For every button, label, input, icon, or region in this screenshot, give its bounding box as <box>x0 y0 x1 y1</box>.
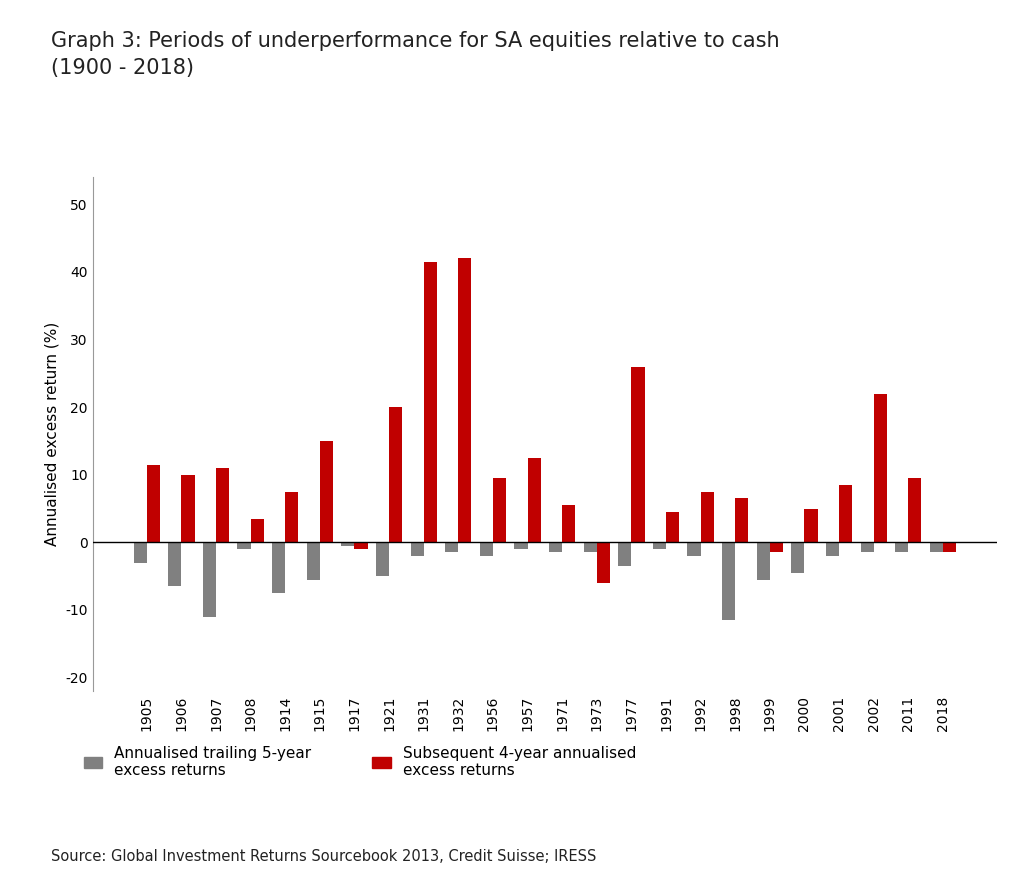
Bar <box>527 458 541 542</box>
Bar <box>584 542 597 553</box>
Bar <box>631 367 645 542</box>
Bar <box>134 542 147 563</box>
Bar <box>237 542 251 549</box>
Text: Source: Global Investment Returns Sourcebook 2013, Credit Suisse; IRESS: Source: Global Investment Returns Source… <box>51 849 597 864</box>
Bar <box>839 485 852 542</box>
Bar <box>285 492 298 542</box>
Bar <box>389 407 402 542</box>
Bar <box>874 393 887 542</box>
Bar <box>514 542 527 549</box>
Text: Graph 3: Periods of underperformance for SA equities relative to cash: Graph 3: Periods of underperformance for… <box>51 31 780 51</box>
Bar <box>929 542 943 553</box>
Bar <box>458 259 472 542</box>
Bar <box>653 542 666 549</box>
Bar <box>825 542 839 556</box>
Bar <box>909 478 921 542</box>
Bar <box>895 542 909 553</box>
Bar <box>272 542 285 593</box>
Bar <box>445 542 458 553</box>
Bar <box>792 542 805 572</box>
Bar <box>666 512 680 542</box>
Bar <box>722 542 735 620</box>
Legend: Annualised trailing 5-year
excess returns, Subsequent 4-year annualised
excess r: Annualised trailing 5-year excess return… <box>77 740 643 784</box>
Bar <box>805 509 817 542</box>
Bar <box>355 542 368 549</box>
Bar <box>306 542 320 579</box>
Bar <box>943 542 956 553</box>
Y-axis label: Annualised excess return (%): Annualised excess return (%) <box>44 322 60 547</box>
Bar <box>757 542 770 579</box>
Bar <box>480 542 492 556</box>
Bar <box>618 542 631 566</box>
Bar <box>147 464 160 542</box>
Bar <box>688 542 701 556</box>
Text: (1900 - 2018): (1900 - 2018) <box>51 58 194 78</box>
Bar <box>597 542 610 583</box>
Bar <box>251 518 264 542</box>
Bar <box>424 261 437 542</box>
Bar <box>216 468 229 542</box>
Bar <box>376 542 389 576</box>
Bar <box>492 478 506 542</box>
Bar <box>701 492 713 542</box>
Bar <box>181 475 194 542</box>
Bar <box>320 441 333 542</box>
Bar <box>860 542 874 553</box>
Bar <box>169 542 181 587</box>
Bar <box>341 542 355 546</box>
Bar <box>770 542 783 553</box>
Bar <box>410 542 424 556</box>
Bar <box>562 505 576 542</box>
Bar <box>549 542 562 553</box>
Bar <box>735 498 748 542</box>
Bar <box>203 542 216 617</box>
